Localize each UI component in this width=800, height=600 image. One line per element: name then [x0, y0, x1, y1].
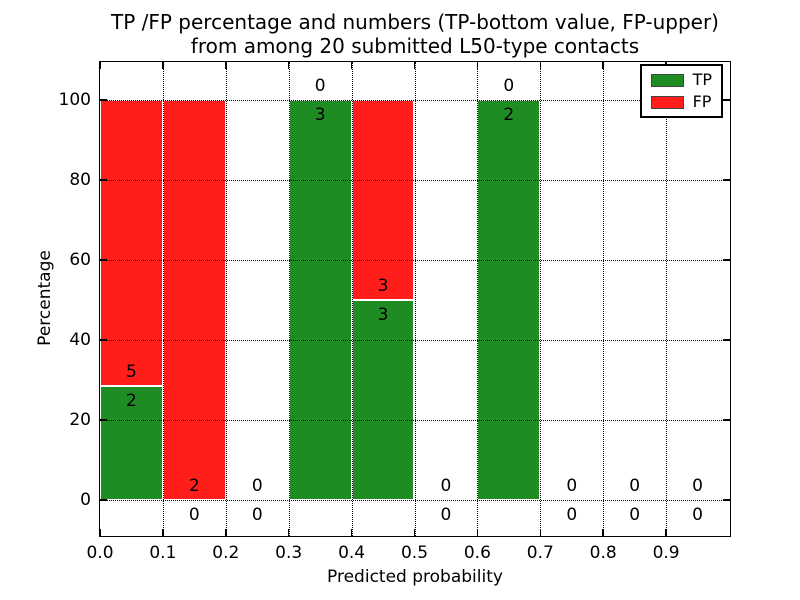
- y-tick-mark-right: [723, 259, 730, 261]
- y-tick-mark: [100, 499, 107, 501]
- grid-line-vertical: [225, 62, 227, 536]
- bar-segment-fp: [162, 100, 226, 500]
- y-tick-label: 20: [69, 410, 91, 430]
- legend: TP FP: [639, 64, 723, 118]
- x-axis-label: Predicted probability: [327, 567, 503, 587]
- fp-count-label: 5: [126, 361, 137, 382]
- x-tick-label: 0.0: [86, 543, 114, 563]
- x-tick-mark: [350, 529, 353, 536]
- legend-swatch-fp-icon: [650, 95, 684, 109]
- grid-line-vertical: [603, 62, 605, 536]
- fp-count-label: 0: [629, 476, 641, 496]
- grid-line-vertical: [288, 62, 290, 536]
- y-tick-mark-right: [723, 339, 730, 341]
- fp-count-label: 0: [251, 476, 263, 496]
- y-tick-mark-right: [723, 99, 730, 101]
- y-tick-mark: [100, 259, 107, 261]
- x-tick-label: 0.7: [526, 543, 554, 563]
- legend-label-fp: FP: [692, 92, 712, 111]
- x-tick-mark: [413, 529, 416, 536]
- grid-line-vertical: [477, 62, 479, 536]
- tp-count-label: 3: [314, 105, 326, 125]
- tp-count-label: 0: [566, 505, 578, 525]
- x-tick-mark-top: [225, 62, 227, 69]
- tp-count-label: 0: [629, 505, 641, 525]
- grid-line-vertical: [351, 62, 353, 536]
- y-tick-mark: [100, 179, 107, 181]
- x-tick-mark-top: [287, 62, 290, 69]
- legend-entry-fp: FP: [650, 92, 712, 111]
- x-tick-mark: [665, 529, 667, 536]
- x-tick-mark: [476, 529, 479, 536]
- x-tick-label: 0.2: [212, 543, 240, 563]
- fp-count-label: 0: [440, 476, 452, 496]
- fp-count-label: 0: [692, 476, 703, 496]
- y-axis-label: Percentage: [35, 250, 55, 346]
- bar-segment-tp: [477, 100, 541, 500]
- x-tick-mark-top: [476, 62, 479, 69]
- legend-entry-tp: TP: [650, 70, 712, 89]
- x-tick-label: 0.6: [463, 543, 491, 563]
- x-tick-label: 0.4: [338, 543, 366, 563]
- tp-count-label: 0: [251, 505, 263, 525]
- tp-count-label: 0: [188, 505, 200, 525]
- y-tick-mark-right: [723, 419, 730, 421]
- fp-count-label: 0: [503, 76, 515, 96]
- y-tick-label: 80: [69, 170, 91, 190]
- chart-title-line2: from among 20 submitted L50-type contact…: [190, 34, 640, 58]
- tp-count-label: 2: [503, 105, 515, 125]
- fp-count-label: 3: [377, 276, 389, 296]
- legend-label-tp: TP: [692, 70, 712, 89]
- x-tick-label: 0.5: [400, 543, 429, 563]
- chart-title-line1: TP /FP percentage and numbers (TP-bottom…: [111, 10, 719, 34]
- x-tick-mark: [287, 529, 290, 536]
- y-tick-mark-right: [723, 499, 730, 501]
- x-tick-mark: [225, 529, 227, 536]
- fp-count-label: 0: [566, 476, 578, 496]
- chart-title: TP /FP percentage and numbers (TP-bottom…: [99, 10, 731, 58]
- plot-area: TP FP 0.0 0.1 0.2 0.3 0.4 0.5 0.6 0.7 0.8 0.9 0 20 4…: [59, 61, 731, 563]
- x-tick-mark: [162, 529, 164, 536]
- x-tick-label: 0.8: [589, 543, 617, 563]
- y-tick-label: 0: [80, 490, 91, 510]
- y-tick-mark-right: [723, 179, 730, 181]
- bar-segment-tp: [351, 300, 415, 500]
- x-tick-mark-top: [539, 62, 542, 69]
- fp-count-label: 0: [314, 76, 326, 96]
- y-tick-mark: [100, 99, 107, 101]
- bar-segment-fp: [351, 100, 415, 300]
- y-tick-label: 60: [69, 250, 91, 270]
- bar-segment-fp: [100, 100, 163, 386]
- bar-segment-tp: [100, 385, 163, 500]
- tp-count-label: 3: [377, 305, 389, 325]
- y-tick-mark: [100, 339, 107, 341]
- grid-line-vertical: [162, 62, 164, 536]
- grid-line-vertical: [540, 62, 542, 536]
- grid-line-vertical: [414, 62, 416, 536]
- x-tick-mark: [539, 529, 542, 536]
- x-tick-mark-top: [413, 62, 416, 69]
- x-tick-mark: [602, 529, 604, 536]
- legend-swatch-tp-icon: [650, 73, 684, 87]
- tp-count-label: 0: [440, 505, 452, 525]
- y-tick-mark: [100, 419, 107, 421]
- fp-count-label: 2: [188, 476, 200, 496]
- tp-count-label: 0: [692, 505, 703, 525]
- x-tick-mark-top: [162, 62, 164, 69]
- grid-line-vertical: [666, 62, 668, 536]
- y-tick-label: 40: [69, 330, 91, 350]
- x-tick-mark-top: [99, 62, 101, 69]
- tp-count-label: 2: [126, 390, 137, 411]
- x-tick-mark-top: [350, 62, 353, 69]
- bar-segment-tp: [288, 100, 352, 500]
- x-tick-label: 0.1: [149, 543, 177, 563]
- y-tick-label: 100: [58, 90, 91, 110]
- x-tick-label: 0.3: [275, 543, 303, 563]
- x-tick-mark-top: [602, 62, 604, 69]
- x-tick-label: 0.9: [652, 543, 680, 563]
- x-tick-mark: [99, 529, 101, 536]
